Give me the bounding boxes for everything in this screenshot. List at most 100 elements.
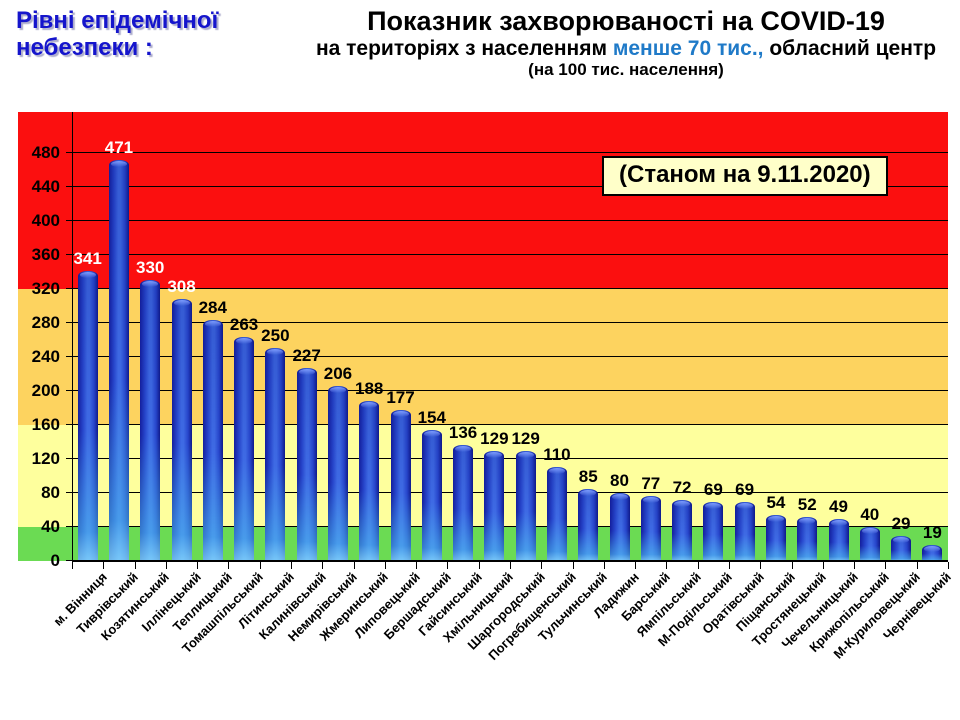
bar: [703, 502, 724, 561]
bar: [421, 430, 442, 561]
y-axis-tick: [66, 321, 73, 323]
grid-line: [72, 423, 948, 425]
risk-levels-heading: Рівні епідемічної небезпеки :: [16, 7, 306, 62]
bar-value-label: 85: [578, 466, 598, 486]
bar: [797, 516, 818, 561]
y-axis-tick: [66, 526, 73, 527]
x-axis-tick: [635, 562, 637, 569]
bar: [578, 488, 599, 561]
bar-value-label: 19: [922, 522, 942, 542]
bar-value-label: 49: [829, 497, 848, 517]
y-axis-tick-label: 360: [31, 244, 60, 264]
y-axis-tick-label: 240: [31, 346, 60, 366]
x-axis-tick: [228, 562, 230, 569]
bar: [202, 319, 223, 561]
y-axis-tick-label: 480: [31, 142, 60, 162]
y-axis-tick: [66, 185, 73, 187]
y-axis-tick: [66, 423, 73, 425]
subtitle-prefix: на територіях з населенням: [315, 37, 613, 61]
bar-value-label: 29: [891, 514, 911, 534]
bar: [359, 401, 380, 561]
x-axis-tick: [729, 562, 730, 569]
y-axis-tick-label: 40: [41, 517, 60, 536]
x-axis-tick: [384, 562, 386, 569]
x-axis-tick: [854, 562, 856, 569]
bar: [171, 299, 192, 561]
x-axis-tick: [353, 562, 355, 569]
bar-value-label: 129: [480, 429, 509, 449]
x-axis-tick: [666, 562, 668, 569]
x-axis-tick: [916, 562, 918, 569]
bar: [922, 544, 943, 561]
x-axis-tick: [259, 562, 261, 569]
x-axis-labels: м. Вінниця Тиврівський Козятинський Іллінец…: [18, 562, 954, 720]
grid-line: [72, 457, 948, 459]
grid-line: [72, 151, 948, 153]
y-axis-tick: [66, 389, 73, 391]
y-axis-tick-label: 400: [31, 210, 60, 230]
x-axis-tick: [572, 562, 574, 569]
risk-levels-heading-line2: небезпеки :: [16, 33, 153, 61]
bar: [859, 527, 880, 561]
grid-line: [72, 253, 948, 255]
bar-value-label: 177: [386, 388, 415, 408]
bar-value-label: 341: [73, 249, 102, 269]
bar: [390, 410, 411, 561]
bar-value-label: 69: [703, 480, 723, 500]
x-axis-tick: [134, 562, 136, 569]
bar-value-label: 330: [136, 258, 165, 278]
bar: [234, 337, 255, 561]
y-axis-tick: [66, 355, 73, 357]
x-axis-tick: [510, 562, 511, 569]
bar: [77, 271, 98, 561]
x-axis-tick: [447, 562, 449, 569]
x-axis-tick: [165, 562, 167, 569]
y-axis-tick: [66, 151, 73, 153]
title-block: Показник захворюваності на COVID-19 на т…: [298, 6, 954, 81]
chart-subtitle-note: (на 100 тис. населення): [528, 60, 724, 80]
grid-line: [72, 321, 948, 323]
y-axis-tick-label: 200: [31, 380, 60, 400]
bar-value-label: 40: [860, 505, 880, 524]
bar: [891, 536, 912, 561]
bar-value-label: 284: [198, 297, 227, 317]
grid-line: [72, 389, 948, 391]
bar-value-label: 80: [610, 470, 629, 490]
subtitle-highlight: менше 70 тис.,: [612, 37, 764, 61]
bar-value-label: 471: [104, 138, 134, 158]
y-axis-tick: [66, 253, 73, 255]
x-axis-tick: [291, 562, 292, 569]
bar: [515, 451, 536, 561]
x-axis-tick: [948, 562, 949, 569]
bar: [828, 519, 849, 561]
y-axis-line: [72, 112, 73, 561]
bar-value-label: 69: [735, 480, 755, 500]
grid-line: [72, 526, 948, 527]
bar: [672, 499, 693, 561]
bar: [296, 367, 317, 561]
x-axis-tick: [197, 562, 199, 569]
x-axis-tick: [416, 562, 418, 569]
bar: [140, 280, 161, 561]
x-axis-line: [72, 560, 948, 562]
x-axis-tick: [791, 562, 793, 569]
y-axis-tick-label: 120: [31, 448, 60, 468]
y-axis-tick: [66, 219, 73, 221]
x-axis-tick: [822, 562, 824, 569]
bar-value-label: 52: [797, 494, 817, 514]
bar: [453, 445, 474, 561]
bar-value-label: 227: [292, 345, 321, 365]
risk-levels-heading-line1: Рівні епідемічної: [16, 7, 219, 34]
grid-line: [72, 355, 948, 357]
bar: [484, 451, 505, 561]
bar: [640, 495, 661, 561]
y-axis-tick-label: 0: [50, 551, 60, 570]
x-axis-tick: [541, 562, 543, 569]
y-axis-tick-label: 160: [31, 414, 60, 434]
bar-value-label: 188: [355, 379, 384, 399]
bar: [609, 492, 630, 561]
y-axis-tick: [66, 287, 73, 289]
x-axis-tick: [603, 562, 605, 569]
x-axis-tick: [103, 562, 105, 569]
y-axis-tick-label: 280: [31, 312, 60, 332]
